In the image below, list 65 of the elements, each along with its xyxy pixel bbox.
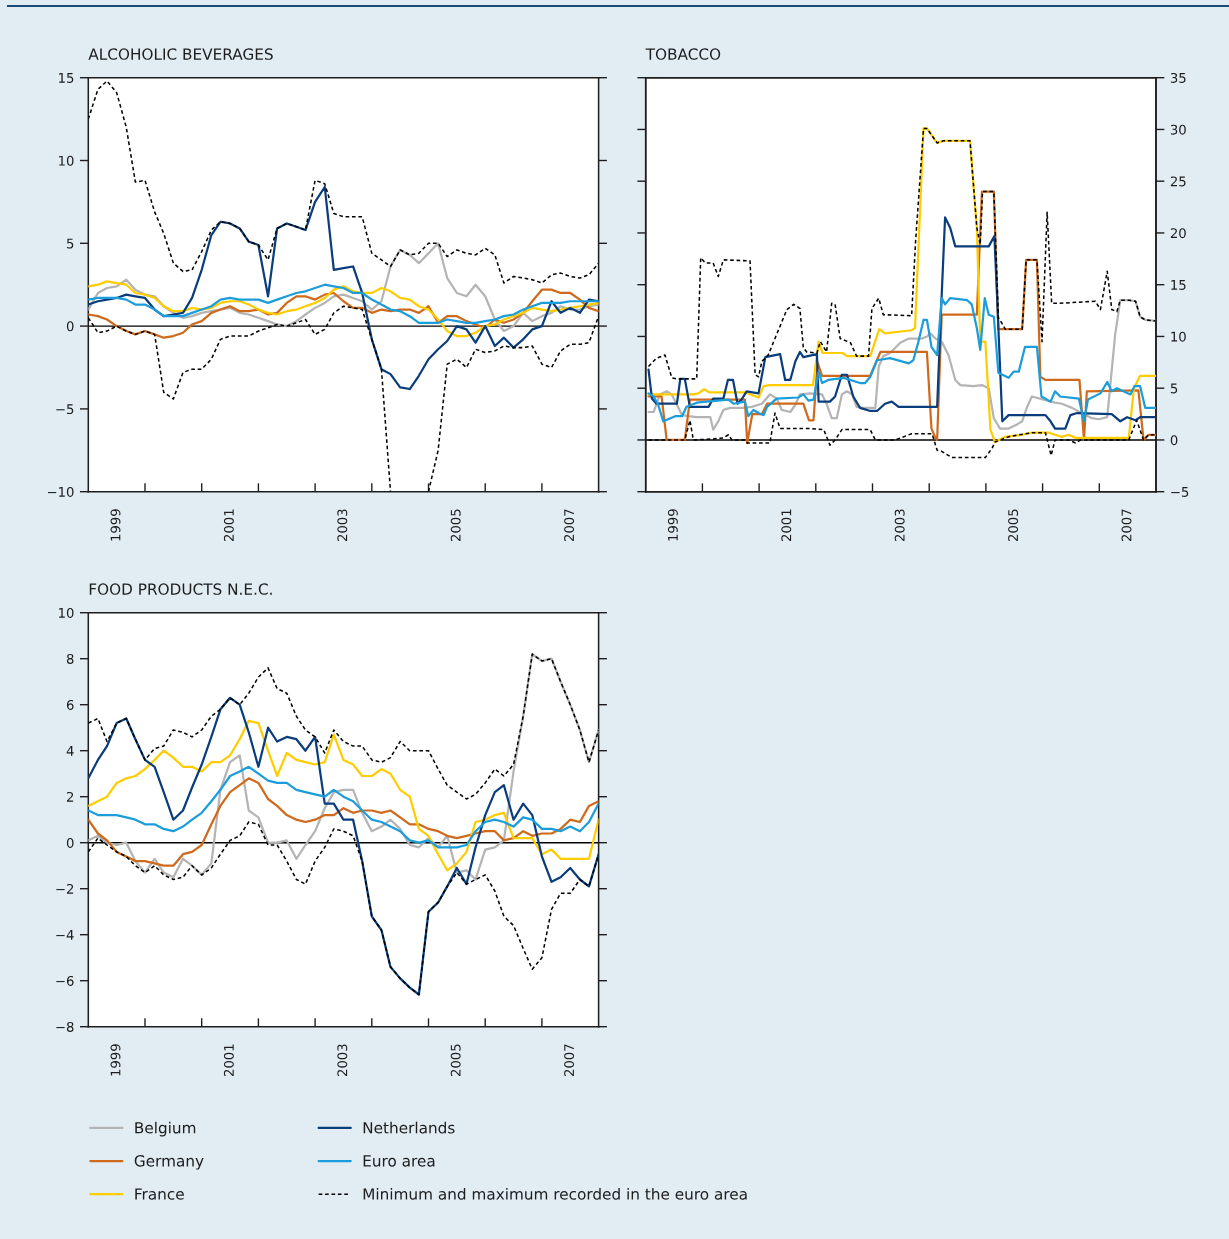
- line-series: [88, 80, 599, 284]
- y-tick-label: 5: [67, 238, 74, 249]
- x-tick-label: 2001: [223, 509, 234, 541]
- y-tick-label: −6: [56, 975, 74, 986]
- y2-tick-label: 0: [1170, 435, 1178, 446]
- y-tick-label: 15: [59, 73, 74, 83]
- chart-title: TOBACCO: [645, 48, 721, 60]
- legend-label: Germany: [134, 1155, 204, 1170]
- x-tick-label: 1999: [110, 1044, 121, 1076]
- y-tick-label: 0: [66, 321, 74, 332]
- y-tick-label: 8: [66, 653, 74, 664]
- x-tick-label: 2005: [450, 1044, 461, 1076]
- line-series: [647, 216, 1156, 430]
- y-tick-label: −5: [56, 404, 74, 415]
- y2-tick-label: −5: [1171, 487, 1189, 497]
- x-tick-label: 2007: [564, 509, 575, 541]
- line-series: [88, 652, 599, 881]
- x-tick-label: 2007: [564, 1044, 575, 1076]
- x-tick-label: 1999: [110, 509, 121, 541]
- x-tick-label: 2007: [1121, 509, 1132, 541]
- y2-tick-label: 15: [1171, 280, 1186, 290]
- legend-label: France: [135, 1188, 184, 1200]
- line-series: [88, 242, 599, 333]
- legend-label: Netherlands: [363, 1121, 455, 1134]
- line-series: [88, 280, 599, 338]
- x-tick-label: 2003: [894, 509, 905, 541]
- line-series: [647, 127, 1156, 380]
- line-series: [88, 719, 599, 872]
- x-tick-label: 2001: [223, 1044, 234, 1076]
- line-series: [88, 283, 599, 324]
- line-series: [88, 288, 599, 339]
- y2-tick-label: 30: [1170, 124, 1186, 135]
- chart-title: FOOD PRODUCTS N.E.C.: [89, 583, 272, 595]
- line-series: [88, 653, 599, 800]
- y-tick-label: 4: [66, 746, 74, 756]
- y-tick-label: 0: [66, 837, 74, 848]
- line-series: [88, 821, 599, 996]
- y-tick-label: 10: [59, 607, 74, 618]
- x-tick-label: 2005: [1008, 509, 1019, 541]
- line-series: [88, 696, 599, 996]
- x-tick-label: 2005: [450, 509, 461, 541]
- x-tick-label: 2001: [781, 509, 792, 541]
- legend-label: Euro area: [363, 1155, 435, 1167]
- line-series: [647, 127, 1156, 444]
- y-tick-label: −4: [56, 930, 74, 940]
- y2-tick-label: 10: [1171, 331, 1186, 342]
- y2-tick-label: 5: [1170, 383, 1178, 394]
- line-series: [647, 190, 1156, 445]
- legend-label: Minimum and maximum recorded in the euro area: [363, 1187, 747, 1200]
- y-tick-label: −8: [56, 1021, 74, 1032]
- y-tick-label: −10: [47, 486, 74, 497]
- y-tick-label: 2: [66, 791, 74, 802]
- y2-tick-label: 25: [1170, 176, 1186, 187]
- x-tick-label: 2003: [337, 1044, 348, 1076]
- y2-tick-label: 20: [1170, 228, 1186, 239]
- x-tick-label: 1999: [667, 509, 678, 541]
- x-tick-label: 2003: [337, 509, 348, 541]
- line-series: [88, 765, 599, 849]
- legend-label: Belgium: [135, 1121, 196, 1137]
- y-tick-label: −2: [56, 883, 74, 894]
- y2-tick-label: 35: [1170, 72, 1186, 83]
- y-tick-label: 10: [59, 155, 74, 166]
- line-series: [88, 777, 599, 867]
- y-tick-label: 6: [66, 699, 74, 710]
- chart-title: ALCOHOLIC BEVERAGES: [88, 48, 273, 60]
